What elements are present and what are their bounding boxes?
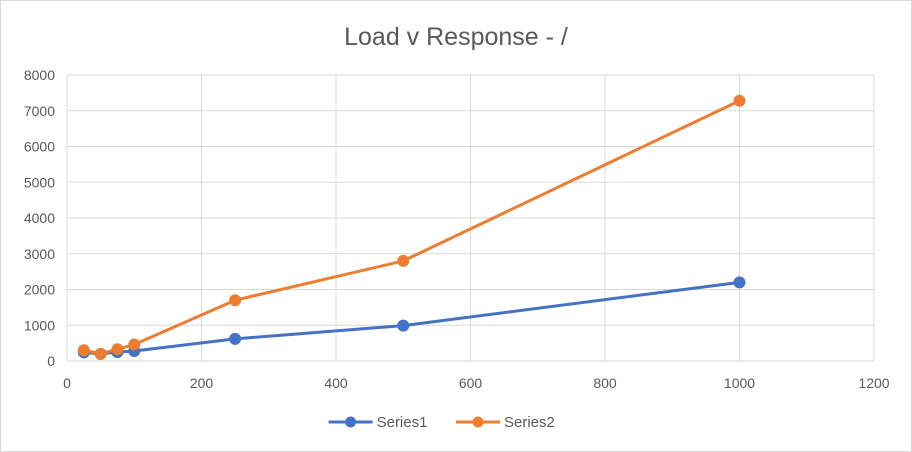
legend-label-series1: Series1 [377, 414, 428, 431]
grid-lines [66, 74, 875, 362]
axes: 0 1000 2000 3000 4000 5000 6000 7000 8000 0 200 400… [24, 67, 890, 391]
legend: Series1 Series2 [328, 414, 555, 431]
y-tick-label: 1000 [24, 317, 55, 333]
data-point-series2 [111, 343, 124, 356]
data-point-series2 [77, 344, 90, 357]
legend-marker-series2 [472, 416, 484, 428]
legend-label-series2: Series2 [504, 414, 555, 431]
data-point-series2 [128, 338, 141, 351]
x-tick-label: 1200 [858, 375, 889, 391]
x-tick-label: 600 [459, 375, 483, 391]
data-point-series2 [94, 347, 107, 360]
data-point-series2 [229, 294, 242, 307]
y-tick-label: 4000 [24, 210, 55, 226]
series-line-series2 [82, 99, 741, 356]
x-tick-label: 400 [324, 375, 348, 391]
data-point-series2 [733, 94, 746, 107]
data-point-series2 [397, 254, 410, 267]
y-tick-label: 5000 [24, 174, 55, 190]
x-tick-label: 200 [190, 375, 214, 391]
data-point-series1 [229, 332, 242, 345]
data-point-series1 [397, 319, 410, 332]
chart-title: Load v Response - / [344, 23, 568, 51]
y-tick-label: 6000 [24, 139, 55, 155]
x-tick-label: 0 [63, 375, 71, 391]
legend-marker-series1 [345, 416, 357, 428]
y-tick-label: 2000 [24, 282, 55, 298]
series-line-series1 [82, 280, 741, 356]
plot-series [77, 94, 746, 360]
y-tick-label: 7000 [24, 103, 55, 119]
y-tick-label: 0 [47, 353, 55, 369]
x-tick-label: 1000 [724, 375, 755, 391]
data-point-series1 [733, 276, 746, 289]
x-tick-label: 800 [593, 375, 617, 391]
y-tick-label: 8000 [24, 67, 55, 83]
y-tick-label: 3000 [24, 246, 55, 262]
